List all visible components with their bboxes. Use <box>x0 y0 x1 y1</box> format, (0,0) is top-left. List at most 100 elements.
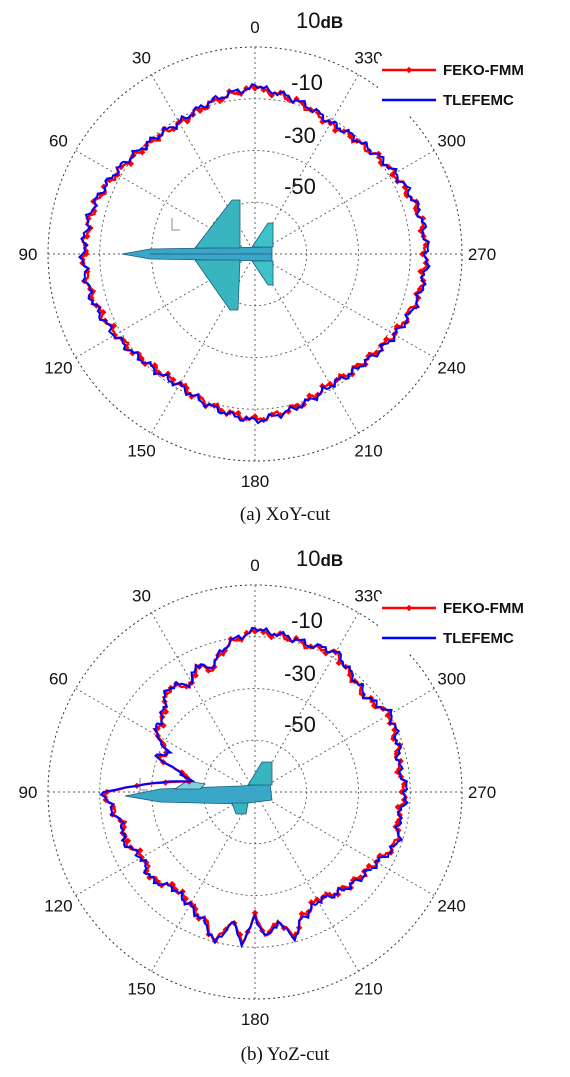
yoz-marker <box>153 877 160 884</box>
caption-xoy: (a) XoY-cut <box>239 504 331 525</box>
xoy-marker <box>84 233 91 240</box>
xoy-angle-label-330: 330 <box>354 48 382 67</box>
yoz-legend-marker <box>405 604 413 612</box>
yoz-angle-label-120: 120 <box>44 897 72 916</box>
polar-chart-yoz: 0 30 60 90 120 150 180 210 240 270 300 330 10dB -10 -3… <box>0 538 570 1077</box>
xoy-marker <box>235 409 242 417</box>
xoy-legend: FEKO-FMM TLEFEMC <box>378 56 570 116</box>
xoy-angle-label-210: 210 <box>354 442 382 461</box>
xoy-wing-upper <box>194 199 241 249</box>
yoz-axis-glyph <box>139 778 148 791</box>
xoy-marker <box>100 309 107 316</box>
xoy-marker <box>306 392 313 399</box>
yoz-marker <box>298 910 305 918</box>
xoy-radial-label-0: 10dB <box>296 8 343 33</box>
xoy-angle-label-300: 300 <box>437 132 465 151</box>
xoy-angle-label-90: 90 <box>19 245 38 264</box>
xoy-legend-label-feko-fmm: FEKO-FMM <box>443 62 524 79</box>
xoy-legend-box <box>378 56 570 116</box>
xoy-marker <box>251 85 259 92</box>
yoz-legend-label-tlefemc: TLEFEMC <box>443 630 514 647</box>
yoz-radial-label-3: -50 <box>284 712 316 737</box>
yoz-angle-label-90: 90 <box>19 783 38 802</box>
xoy-wing-lower <box>194 259 241 311</box>
yoz-radial-label-1: -10 <box>291 608 323 633</box>
xoy-radial-label-3: -50 <box>284 174 316 199</box>
xoy-radial-label-2: -30 <box>284 123 316 148</box>
yoz-angle-label-60: 60 <box>49 670 68 689</box>
xoy-marker <box>85 215 92 222</box>
yoz-angle-label-300: 300 <box>437 670 465 689</box>
xoy-marker <box>117 163 125 171</box>
caption-yoz: (b) YoZ-cut <box>240 1044 330 1065</box>
yoz-angle-label-210: 210 <box>354 980 382 999</box>
polar-plot-yoz: 0 30 60 90 120 150 180 210 240 270 300 330 10dB -10 -3… <box>19 546 570 1029</box>
yoz-angle-label-180: 180 <box>241 1010 269 1029</box>
xoy-angle-label-30: 30 <box>132 48 151 67</box>
xoy-marker <box>417 268 424 275</box>
yoz-marker <box>137 847 144 854</box>
yoz-grid-ring-1 <box>151 688 359 896</box>
xoy-angle-label-60: 60 <box>49 132 68 151</box>
xoy-angle-label-150: 150 <box>127 442 155 461</box>
yoz-radial-unit: dB <box>320 551 343 570</box>
yoz-legend: FEKO-FMM TLEFEMC <box>378 594 570 654</box>
polar-plot-xoy: 0 30 60 90 120 150 180 210 240 270 300 330 10dB -10 -3… <box>19 8 570 491</box>
yoz-angle-label-0: 0 <box>250 556 259 575</box>
xoy-marker <box>184 118 191 125</box>
yoz-angle-label-330: 330 <box>354 586 382 605</box>
yoz-marker <box>349 877 357 884</box>
xoy-series-tlefemc <box>78 83 431 425</box>
xoy-line-tlefemc <box>78 83 431 425</box>
yoz-legend-label-feko-fmm: FEKO-FMM <box>443 600 524 617</box>
yoz-marker <box>313 896 321 903</box>
yoz-spoke-240 <box>254 791 435 896</box>
xoy-aircraft-icon <box>121 199 274 311</box>
xoy-marker <box>331 127 339 134</box>
xoy-axis-glyph <box>171 218 180 231</box>
xoy-grid-ring-1 <box>151 150 359 358</box>
yoz-tail-fin <box>247 761 273 786</box>
xoy-angle-label-0: 0 <box>250 18 259 37</box>
xoy-radial-label-1: -10 <box>291 70 323 95</box>
yoz-marker <box>365 862 373 870</box>
yoz-fuselage <box>124 783 273 805</box>
xoy-marker <box>111 331 118 339</box>
yoz-angle-label-240: 240 <box>437 897 465 916</box>
yoz-canopy <box>173 780 206 790</box>
yoz-ventral-fin <box>231 802 249 815</box>
xoy-legend-marker <box>405 66 413 74</box>
xoy-marker <box>284 95 292 103</box>
xoy-marker <box>196 107 204 114</box>
xoy-spoke-240 <box>254 253 435 358</box>
yoz-legend-box <box>378 594 570 654</box>
yoz-line-tlefemc <box>99 626 409 949</box>
yoz-spoke-120 <box>75 791 256 896</box>
yoz-marker <box>120 823 128 831</box>
xoy-marker <box>138 149 146 156</box>
xoy-marker <box>383 336 390 343</box>
yoz-marker <box>162 708 170 716</box>
yoz-radial-label-2: -30 <box>284 661 316 686</box>
xoy-marker <box>389 171 396 178</box>
yoz-spoke-210 <box>254 791 359 972</box>
yoz-marker <box>168 880 176 888</box>
xoy-angle-label-180: 180 <box>241 472 269 491</box>
yoz-radial-label-0: 10dB <box>296 546 343 571</box>
xoy-tail-lower <box>251 260 274 286</box>
xoy-angle-label-240: 240 <box>437 359 465 378</box>
xoy-marker <box>347 133 354 140</box>
yoz-marker <box>236 931 244 938</box>
xoy-marker <box>170 125 178 133</box>
xoy-radial-unit: dB <box>320 13 343 32</box>
xoy-angle-label-120: 120 <box>44 359 72 378</box>
yoz-series-tlefemc <box>99 626 409 949</box>
polar-chart-xoy: 0 30 60 90 120 150 180 210 240 270 300 330 10dB -10 -3… <box>0 0 570 538</box>
yoz-angle-label-150: 150 <box>127 980 155 999</box>
yoz-angle-label-270: 270 <box>468 783 496 802</box>
yoz-angle-label-30: 30 <box>132 586 151 605</box>
xoy-tail-upper <box>251 222 274 248</box>
xoy-marker <box>365 352 372 360</box>
xoy-legend-label-tlefemc: TLEFEMC <box>443 92 514 109</box>
xoy-angle-label-270: 270 <box>468 245 496 264</box>
